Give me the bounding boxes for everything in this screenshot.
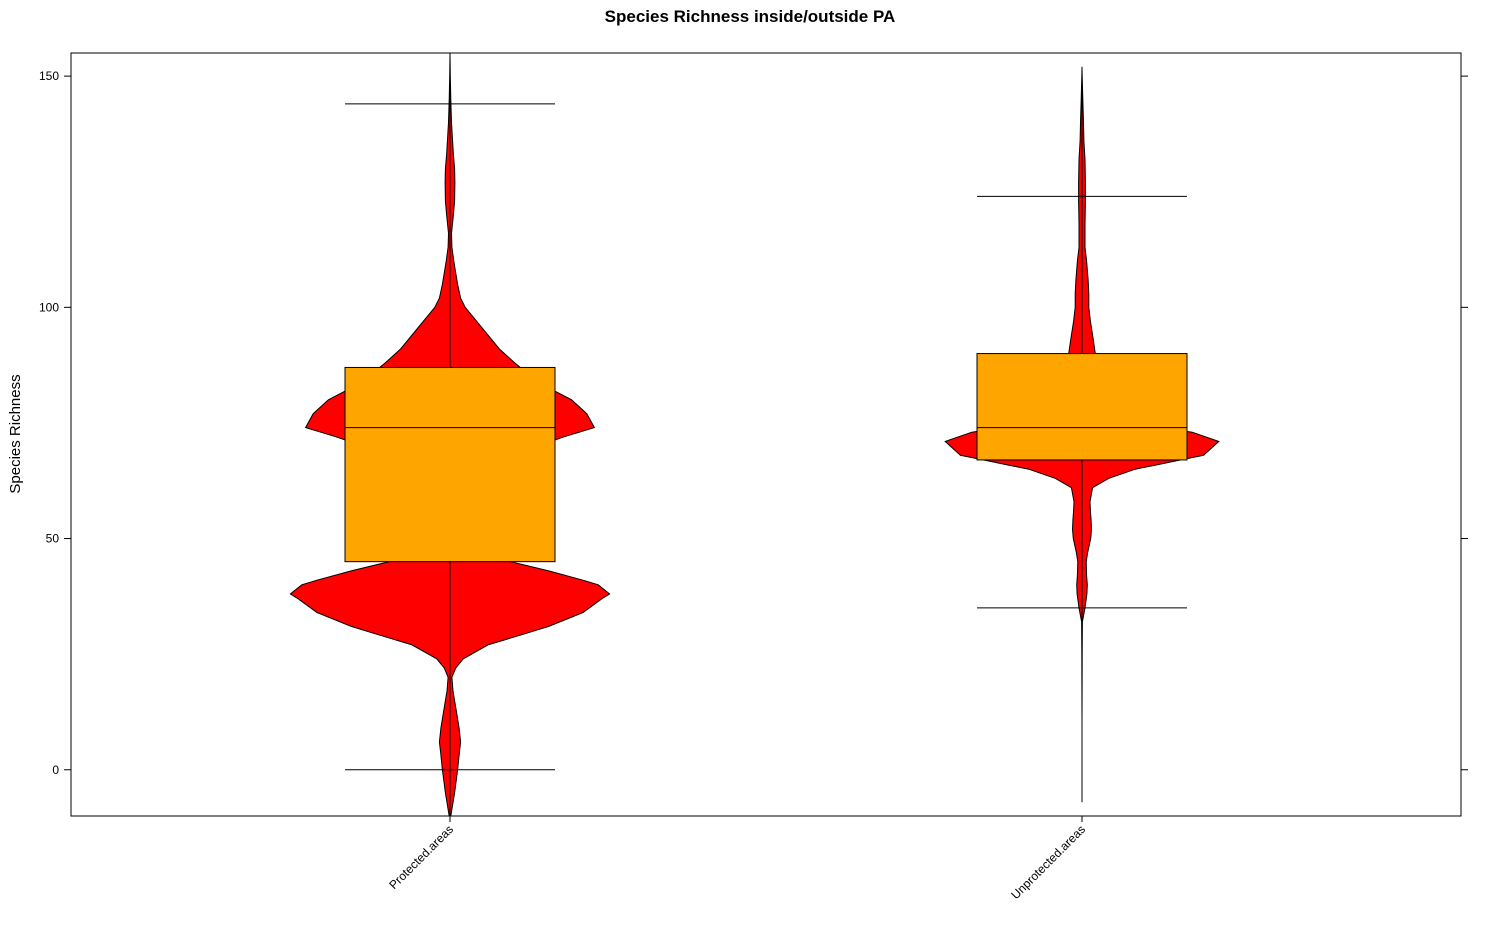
chart-title: Species Richness inside/outside PA xyxy=(605,7,896,26)
y-tick-label: 0 xyxy=(52,763,59,777)
x-tick-label: Unprotected.areas xyxy=(1008,822,1088,902)
plot-area: 0 50 100 150 Protected.areas Unprotected.area… xyxy=(39,52,1468,902)
plot-series xyxy=(289,53,1220,816)
x-tick-label: Protected.areas xyxy=(386,822,456,892)
y-axis-label: Species Richness xyxy=(7,374,24,493)
box-protected-areas xyxy=(344,366,556,563)
y-tick-label: 150 xyxy=(39,69,59,83)
y-tick-label: 100 xyxy=(39,300,59,314)
y-tick-label: 50 xyxy=(46,532,60,546)
plot-frame xyxy=(70,52,1462,817)
box-unprotected-areas xyxy=(976,353,1188,461)
